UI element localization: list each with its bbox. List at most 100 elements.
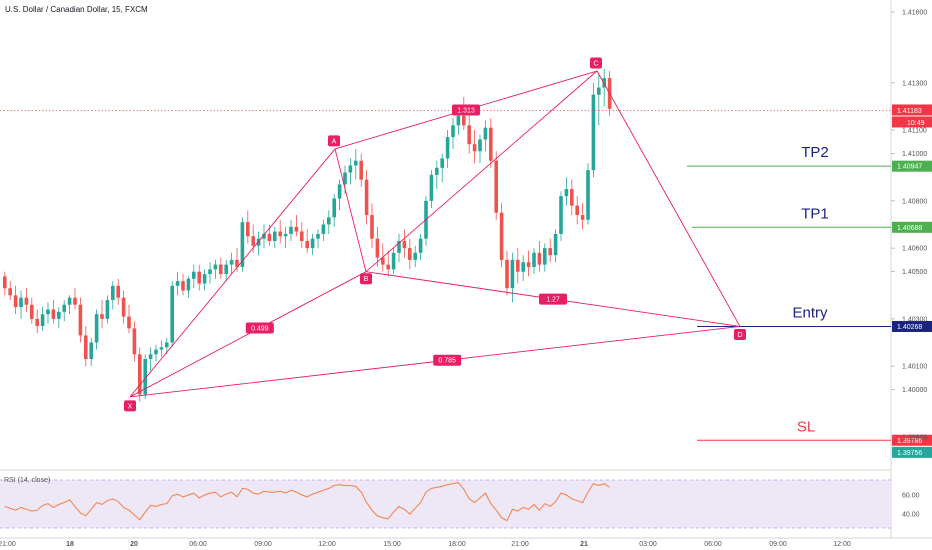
candle-down	[359, 160, 363, 180]
candle-down	[235, 259, 239, 267]
tp2-label: TP2	[801, 144, 829, 161]
candle-down	[51, 309, 56, 319]
candle-up	[213, 264, 218, 270]
candle-down	[462, 115, 466, 126]
candle-down	[73, 297, 77, 305]
candle-up	[521, 262, 525, 272]
candle-up	[202, 274, 207, 284]
candle-down	[116, 285, 120, 298]
candle-down	[575, 205, 579, 216]
candle-up	[413, 252, 417, 260]
candle-up	[148, 354, 153, 360]
last-price-badge	[892, 446, 932, 458]
entry-label: Entry	[792, 304, 828, 321]
pattern-leg-bc	[365, 70, 598, 273]
candle-up	[62, 304, 66, 312]
candle-up	[273, 231, 277, 241]
candle-down	[505, 259, 509, 289]
candle-down	[8, 288, 12, 296]
candle-up	[262, 233, 266, 239]
candle-up	[240, 222, 245, 267]
time-label: 06:00	[189, 541, 207, 548]
candle-down	[181, 281, 185, 291]
candle-up	[111, 285, 115, 301]
candle-up	[224, 264, 228, 275]
candle-down	[294, 226, 299, 232]
entry-price-badge	[892, 320, 932, 332]
candle-down	[300, 231, 304, 241]
candle-down	[35, 318, 39, 326]
candle-up	[89, 342, 93, 360]
tp2-price-badge	[892, 160, 932, 172]
candle-up	[532, 252, 536, 267]
candle-down	[494, 160, 498, 213]
candles-group	[3, 68, 612, 402]
candle-up	[429, 174, 434, 201]
ratio-xb-badge	[245, 322, 274, 334]
candle-down	[402, 241, 407, 249]
time-label: 06:00	[704, 541, 722, 548]
sl-price-badge	[892, 434, 932, 446]
price-tick-label: 1.41000	[902, 151, 927, 158]
candle-down	[3, 276, 7, 289]
price-tick-label: 1.40500	[902, 269, 927, 276]
candle-down	[375, 238, 380, 258]
price-pane[interactable]	[0, 0, 891, 470]
candle-up	[105, 300, 110, 319]
candle-up	[229, 259, 234, 265]
price-tick-label: 1.40100	[902, 364, 927, 371]
price-tick-label: 1.40000	[902, 387, 927, 394]
last-price-label: 1.39756	[897, 450, 922, 457]
candle-up	[559, 196, 563, 234]
candle-up	[57, 311, 61, 319]
candle-up	[397, 241, 401, 253]
candle-up	[543, 248, 547, 265]
candle-down	[246, 222, 250, 237]
candle-down	[138, 354, 142, 395]
rsi-label: RSI (14, close)	[4, 477, 50, 484]
time-label: 18	[66, 541, 74, 548]
pattern-point-x-badge	[124, 400, 136, 412]
candle-down	[219, 264, 223, 275]
candle-up	[283, 233, 288, 237]
pattern-point-a-badge	[328, 135, 340, 147]
candle-up	[175, 281, 180, 286]
candle-up	[591, 94, 596, 171]
candle-up	[597, 87, 601, 95]
candle-up	[316, 233, 320, 239]
time-label: 03:00	[639, 541, 657, 548]
candle-down	[100, 314, 104, 319]
price-tick-label: 1.40800	[902, 198, 927, 205]
candle-up	[321, 224, 326, 234]
candle-down	[499, 212, 504, 260]
pattern-leg-xa	[129, 148, 336, 398]
rsi-tick-label: 60.00	[902, 493, 920, 500]
candle-up	[40, 314, 45, 326]
candle-up	[46, 309, 50, 315]
candle-up	[192, 271, 196, 279]
current-price-badge	[892, 104, 932, 116]
pattern-point-a: A	[332, 138, 337, 145]
rsi-group: 60.00 40.00	[4, 482, 920, 522]
time-label: 21:00	[0, 541, 16, 548]
candle-down	[386, 264, 390, 270]
pattern-point-b-badge	[360, 273, 372, 285]
candle-up	[435, 167, 439, 175]
pattern-point-b: B	[364, 276, 369, 283]
price-tick-label: 1.41600	[902, 10, 927, 17]
time-label: 09:00	[254, 541, 272, 548]
current-price-label: 1.41183	[897, 108, 922, 115]
tp1-label: TP1	[801, 205, 829, 222]
ratio-xb: 0.499	[251, 325, 269, 332]
rsi-band	[0, 480, 891, 528]
candle-down	[537, 252, 542, 265]
candle-up	[327, 217, 331, 225]
candle-up	[478, 139, 482, 152]
ratio-ac: 1.313	[457, 107, 475, 114]
harmonic-pattern: X A B C D 0.499 1.313 1.27 0.785	[124, 57, 746, 412]
time-label: 12:00	[833, 541, 851, 548]
candle-down	[467, 125, 471, 145]
pattern-point-c-badge	[590, 57, 602, 69]
price-tick-label: 1.40600	[902, 246, 927, 253]
